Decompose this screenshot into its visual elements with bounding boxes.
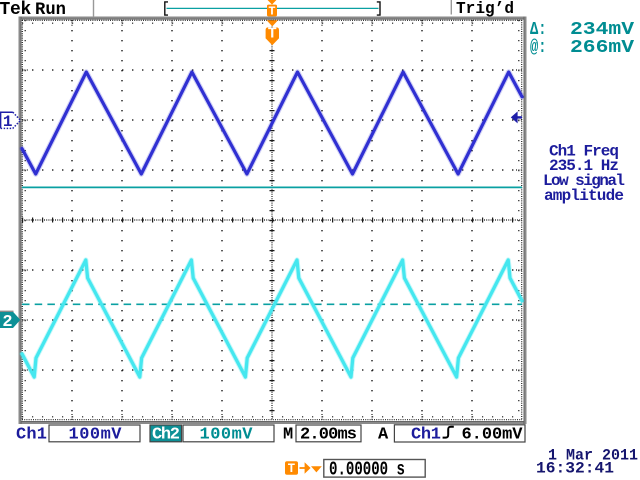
svg-text:Δ:: Δ: xyxy=(530,20,547,40)
svg-text:100mV: 100mV xyxy=(69,426,123,445)
svg-text:Ch1 Freq: Ch1 Freq xyxy=(549,142,619,160)
svg-text:T: T xyxy=(268,26,277,43)
svg-text:Trig’d: Trig’d xyxy=(456,0,514,19)
svg-text:235.1 Hz: 235.1 Hz xyxy=(549,157,619,175)
svg-text:amplitude: amplitude xyxy=(544,187,624,205)
svg-text:Low signal: Low signal xyxy=(543,172,625,190)
svg-text:266mV: 266mV xyxy=(570,38,634,58)
svg-text:Tek: Tek xyxy=(0,0,32,20)
svg-text:2: 2 xyxy=(2,313,12,332)
svg-text:16:32:41: 16:32:41 xyxy=(536,459,614,477)
svg-text:1 Mar 2011: 1 Mar 2011 xyxy=(548,446,638,464)
svg-text:@:: @: xyxy=(530,38,547,58)
svg-text:100mV: 100mV xyxy=(200,426,254,445)
svg-text:6.00mV: 6.00mV xyxy=(462,426,524,445)
svg-text:A: A xyxy=(378,426,389,445)
svg-text:0.00000 s: 0.00000 s xyxy=(329,459,405,480)
svg-text:234mV: 234mV xyxy=(570,20,634,40)
svg-text:Run: Run xyxy=(35,0,66,20)
svg-text:Ch1: Ch1 xyxy=(411,426,441,445)
svg-text:M: M xyxy=(283,426,293,445)
svg-text:T: T xyxy=(268,4,275,18)
svg-text:2.00ms: 2.00ms xyxy=(300,426,357,445)
svg-text:Ch2: Ch2 xyxy=(152,426,180,445)
svg-text:T: T xyxy=(288,462,296,476)
svg-text:Ch1: Ch1 xyxy=(16,426,47,445)
svg-text:1: 1 xyxy=(3,113,13,131)
